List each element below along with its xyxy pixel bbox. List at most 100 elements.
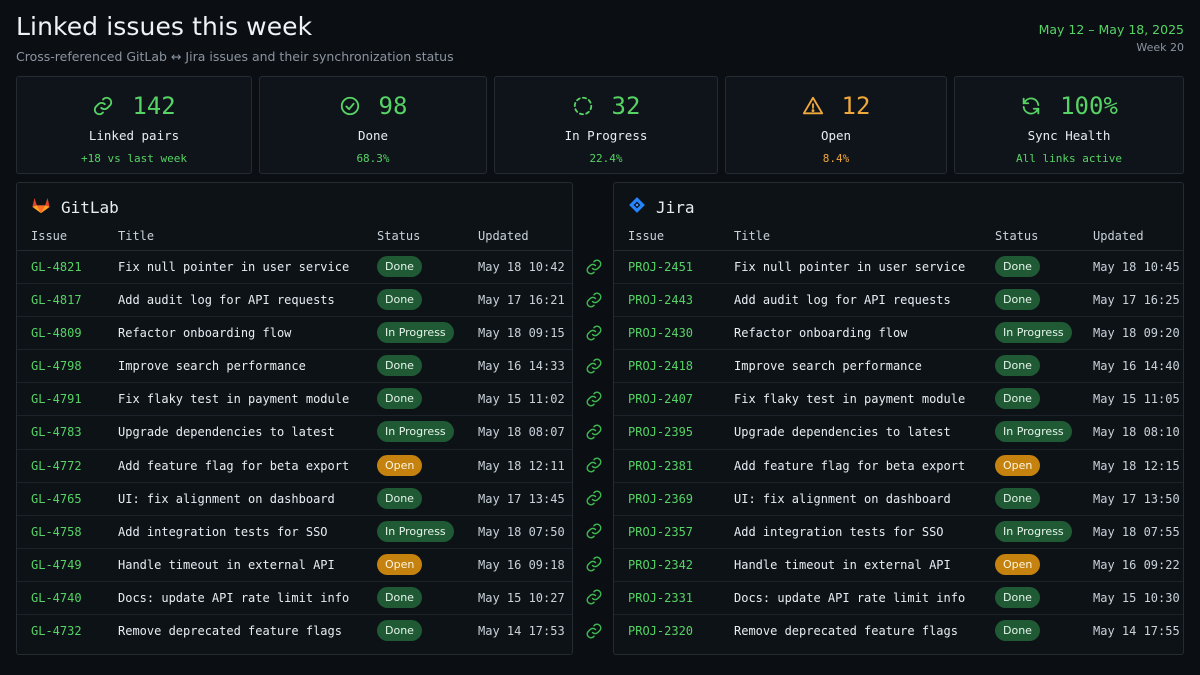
issue-id-link[interactable]: PROJ-2357 (628, 524, 694, 539)
stat-card-sync-health: 100% Sync Health All links active (954, 76, 1184, 174)
table-row[interactable]: PROJ-2342 Handle timeout in external API O… (614, 549, 1183, 582)
jira-panel: Jira Issue Title Status Updated PROJ-245… (613, 182, 1184, 655)
issue-title: Remove deprecated feature flags (118, 624, 342, 639)
table-header: Issue Title Status Updated (17, 223, 572, 251)
issue-id-link[interactable]: GL-4732 (31, 624, 82, 639)
table-row[interactable]: GL-4765 UI: fix alignment on dashboard Don… (17, 483, 572, 516)
issue-id-link[interactable]: PROJ-2381 (628, 458, 694, 473)
issue-id-link[interactable]: PROJ-2430 (628, 326, 694, 341)
issue-id-link[interactable]: PROJ-2451 (628, 260, 694, 274)
issue-id-link[interactable]: PROJ-2331 (628, 590, 694, 605)
issue-id-link[interactable]: GL-4740 (31, 590, 82, 605)
link-icon[interactable] (582, 283, 606, 316)
table-row[interactable]: PROJ-2331 Docs: update API rate limit inf… (614, 582, 1183, 616)
status-badge: In Progress (377, 520, 454, 542)
status-badge: Done (995, 388, 1040, 410)
issue-id-link[interactable]: PROJ-2418 (628, 359, 694, 374)
table-row[interactable]: PROJ-2381 Add feature flag for beta expor… (614, 450, 1183, 483)
table-row[interactable]: GL-4749 Handle timeout in external API Ope… (17, 549, 572, 582)
table-row[interactable]: PROJ-2407 Fix flaky test in payment modul… (614, 383, 1183, 417)
updated-time: May 18 12:15 (1093, 458, 1180, 473)
status-badge: Open (995, 454, 1041, 476)
link-icon[interactable] (582, 515, 606, 548)
issue-id-link[interactable]: GL-4758 (31, 524, 82, 539)
issue-id-link[interactable]: GL-4809 (31, 326, 82, 341)
issue-id-link[interactable]: GL-4783 (31, 425, 82, 440)
table-row[interactable]: GL-4772 Add feature flag for beta export O… (17, 450, 572, 483)
table-row[interactable]: GL-4732 Remove deprecated feature flags Do… (17, 615, 572, 648)
status-badge: In Progress (995, 421, 1072, 443)
link-icon[interactable] (582, 581, 606, 614)
issue-title: Refactor onboarding flow (118, 326, 292, 341)
updated-time: May 18 12:11 (478, 458, 565, 473)
table-row[interactable]: PROJ-2443 Add audit log for API requests D… (614, 284, 1183, 318)
gitlab-logo-icon (31, 196, 51, 218)
updated-time: May 15 10:27 (478, 590, 565, 605)
issue-title: Add integration tests for SSO (734, 524, 944, 539)
table-row[interactable]: PROJ-2320 Remove deprecated feature flags… (614, 615, 1183, 648)
issue-id-link[interactable]: PROJ-2395 (628, 425, 694, 440)
table-row[interactable]: PROJ-2357 Add integration tests for SSO In… (614, 516, 1183, 549)
link-icon[interactable] (582, 316, 606, 349)
issue-id-link[interactable]: GL-4798 (31, 359, 82, 374)
updated-time: May 18 09:20 (1093, 326, 1180, 341)
link-icon[interactable] (582, 382, 606, 415)
issue-id-link[interactable]: GL-4765 (31, 491, 82, 506)
table-row[interactable]: PROJ-2430 Refactor onboarding flow In Prog… (614, 317, 1183, 351)
issue-id-link[interactable]: PROJ-2443 (628, 293, 694, 308)
issue-id-link[interactable]: GL-4821 (31, 260, 82, 274)
issue-title: Docs: update API rate limit info (118, 590, 350, 605)
progress-circle-icon (572, 95, 594, 117)
updated-time: May 18 10:45 (1093, 260, 1180, 274)
issue-id-link[interactable]: GL-4749 (31, 557, 82, 572)
issue-id-link[interactable]: PROJ-2407 (628, 392, 694, 407)
status-badge: In Progress (377, 322, 454, 344)
issue-title: Fix null pointer in user service (734, 260, 966, 274)
stat-value: 100% (1060, 92, 1118, 120)
link-icon[interactable] (582, 614, 606, 647)
date-range: May 12 – May 18, 2025 (1038, 22, 1184, 37)
issue-id-link[interactable]: GL-4772 (31, 458, 82, 473)
gitlab-panel: GitLab Issue Title Status Updated GL-482… (16, 182, 573, 655)
issue-id-link[interactable]: PROJ-2342 (628, 557, 694, 572)
table-row[interactable]: PROJ-2451 Fix null pointer in user servic… (614, 251, 1183, 285)
link-icon[interactable] (582, 415, 606, 448)
table-row[interactable]: GL-4758 Add integration tests for SSO In P… (17, 516, 572, 549)
issue-title: Refactor onboarding flow (734, 326, 908, 341)
updated-time: May 18 08:07 (478, 425, 565, 440)
table-row[interactable]: GL-4817 Add audit log for API requests Don… (17, 284, 572, 318)
link-icon[interactable] (582, 482, 606, 515)
updated-time: May 18 08:10 (1093, 425, 1180, 440)
updated-time: May 18 07:50 (478, 524, 565, 539)
status-badge: Done (377, 586, 422, 608)
stat-card-open: 12 Open 8.4% (725, 76, 947, 174)
table-row[interactable]: PROJ-2418 Improve search performance Done M… (614, 350, 1183, 384)
table-row[interactable]: GL-4783 Upgrade dependencies to latest In … (17, 416, 572, 450)
issue-title: Handle timeout in external API (734, 557, 951, 572)
table-row[interactable]: GL-4740 Docs: update API rate limit info D… (17, 582, 572, 616)
table-row[interactable]: GL-4798 Improve search performance Done May… (17, 350, 572, 384)
stat-label: Linked pairs (88, 128, 180, 143)
link-icon[interactable] (582, 548, 606, 581)
issue-id-link[interactable]: GL-4791 (31, 392, 82, 407)
issue-title: Handle timeout in external API (118, 557, 335, 572)
updated-time: May 14 17:53 (478, 624, 565, 639)
table-row[interactable]: GL-4821 Fix null pointer in user service D… (17, 251, 572, 285)
issue-title: Add audit log for API requests (118, 293, 335, 308)
table-row[interactable]: PROJ-2395 Upgrade dependencies to latest I… (614, 416, 1183, 450)
page-title: Linked issues this week (16, 12, 313, 41)
table-row[interactable]: PROJ-2369 UI: fix alignment on dashboard D… (614, 483, 1183, 516)
link-icon[interactable] (582, 349, 606, 382)
table-row[interactable]: GL-4791 Fix flaky test in payment module D… (17, 383, 572, 417)
link-icon (92, 95, 114, 117)
link-icon[interactable] (582, 449, 606, 482)
stat-sub: 68.3% (356, 152, 390, 165)
link-icon[interactable] (582, 250, 606, 283)
issue-id-link[interactable]: PROJ-2369 (628, 491, 694, 506)
column-header-issue: Issue (628, 229, 665, 243)
issue-id-link[interactable]: PROJ-2320 (628, 624, 694, 639)
issue-id-link[interactable]: GL-4817 (31, 293, 82, 308)
updated-time: May 16 09:18 (478, 557, 565, 572)
table-row[interactable]: GL-4809 Refactor onboarding flow In Progre… (17, 317, 572, 351)
status-badge: Done (377, 620, 422, 642)
